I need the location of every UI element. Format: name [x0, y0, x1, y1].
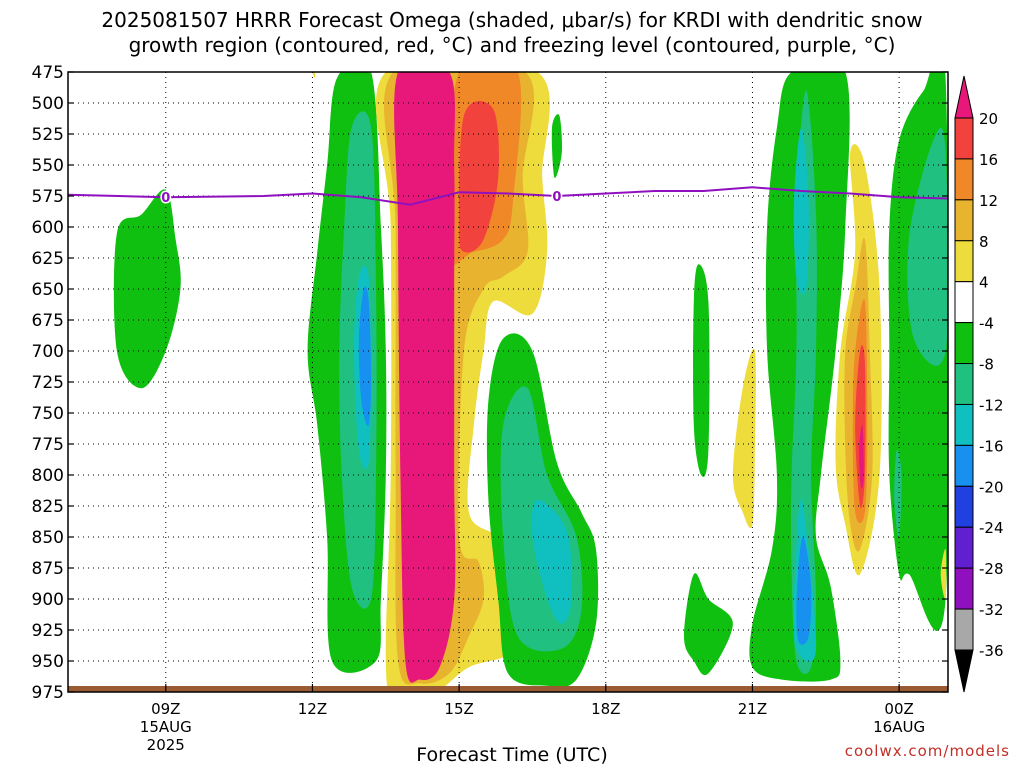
colorbar-band: [954, 281, 974, 324]
colorbar-label: -32: [979, 601, 1004, 619]
colorbar-label: 20: [979, 110, 998, 128]
y-tick-label: 875: [32, 559, 64, 579]
credit-text: coolwx.com/models: [844, 742, 1010, 760]
omega-region-4: [358, 286, 372, 427]
colorbar: 20 16 12 8 4 -4 -8 -12 -16 -20 -24 -28 -32 -36: [954, 75, 1004, 693]
x-tick-label: 09Z: [151, 700, 180, 718]
y-tick-label: 575: [32, 187, 64, 207]
colorbar-band: [954, 158, 974, 201]
y-tick-label: 825: [32, 497, 64, 517]
x-tick-label: 21Z: [738, 700, 767, 718]
colorbar-band: [954, 403, 974, 446]
chart-title-line2: growth region (contoured, red, °C) and f…: [128, 33, 896, 57]
y-tick-label: 900: [32, 590, 64, 610]
colorbar-label: 16: [979, 151, 998, 169]
y-tick-label: 800: [32, 466, 64, 486]
colorbar-label: -36: [979, 642, 1004, 660]
omega-region-16: [732, 348, 756, 529]
freezing-level-label: 0: [161, 191, 170, 206]
y-tick-label: 600: [32, 218, 64, 238]
colorbar-band: [954, 567, 974, 610]
x-tick-date: 16AUG: [873, 718, 925, 736]
colorbar-band: [954, 444, 974, 487]
colorbar-label: 12: [979, 192, 998, 210]
omega-region-8: [459, 101, 499, 253]
freezing-level-line: [68, 186, 948, 206]
y-tick-label: 500: [32, 94, 64, 114]
omega-region-0: [113, 189, 181, 389]
colorbar-label: -24: [979, 519, 1004, 537]
x-tick-label: 00Z: [884, 700, 913, 718]
freezing-level-label: 0: [552, 190, 561, 205]
grid: [68, 72, 948, 692]
x-tick-date: 15AUG: [140, 718, 192, 736]
y-tick-label: 525: [32, 125, 64, 145]
y-tick-label: 475: [32, 63, 64, 83]
y-tick-label: 725: [32, 373, 64, 393]
x-tick-label: 18Z: [591, 700, 620, 718]
omega-region-26: [858, 424, 864, 489]
omega-region-15: [684, 573, 733, 676]
colorbar-band: [954, 526, 974, 569]
colorbar-label: -20: [979, 478, 1004, 496]
colorbar-band: [954, 199, 974, 242]
omega-region-14: [693, 264, 710, 477]
y-axis: 475 500 525 550 575 600 625 650 675 700 725 750 775 8…: [32, 63, 948, 703]
y-tick-label: 950: [32, 652, 64, 672]
omega-region-30: [940, 548, 947, 600]
colorbar-band: [954, 240, 974, 283]
omega-region-31: [312, 72, 316, 79]
y-tick-label: 925: [32, 621, 64, 641]
colorbar-band: [954, 608, 974, 651]
colorbar-bottom-triangle: [954, 649, 974, 693]
colorbar-band: [954, 322, 974, 365]
colorbar-label: -8: [979, 356, 994, 374]
y-tick-label: 700: [32, 342, 64, 362]
y-tick-label: 625: [32, 249, 64, 269]
omega-region-13: [531, 499, 572, 624]
y-tick-label: 850: [32, 528, 64, 548]
x-tick-label: 15Z: [444, 700, 473, 718]
y-tick-label: 650: [32, 280, 64, 300]
colorbar-band: [954, 117, 974, 160]
x-tick-label: 12Z: [298, 700, 327, 718]
colorbar-label: 4: [979, 274, 989, 292]
colorbar-label: -28: [979, 560, 1004, 578]
omega-region-21: [796, 536, 812, 645]
omega-region-10: [551, 114, 563, 178]
colorbar-label: 8: [979, 233, 989, 251]
colorbar-label: -4: [979, 315, 994, 333]
colorbar-label: -12: [979, 396, 1004, 414]
x-tick-year: 2025: [147, 736, 185, 754]
chart-title-line1: 2025081507 HRRR Forecast Omega (shaded, …: [101, 8, 923, 32]
x-axis-label: Forecast Time (UTC): [416, 744, 608, 766]
ground-strip: [68, 686, 948, 692]
y-tick-label: 550: [32, 156, 64, 176]
omega-region-9: [394, 72, 456, 683]
y-tick-label: 975: [32, 683, 64, 703]
colorbar-band: [954, 485, 974, 528]
colorbar-top-triangle: [954, 75, 974, 119]
omega-region-29: [894, 449, 902, 538]
colorbar-label: -16: [979, 437, 1004, 455]
colorbar-band: [954, 363, 974, 405]
omega-region-19: [793, 127, 809, 295]
y-tick-label: 750: [32, 404, 64, 424]
omega-region-28: [907, 127, 948, 366]
y-tick-label: 675: [32, 311, 64, 331]
y-tick-label: 775: [32, 435, 64, 455]
